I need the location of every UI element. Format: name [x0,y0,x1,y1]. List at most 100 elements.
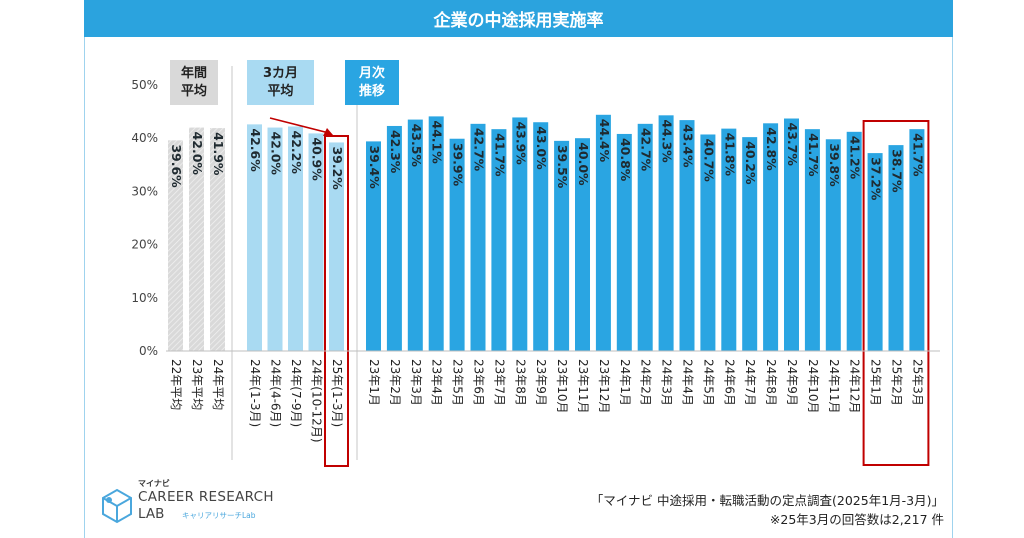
bar [742,137,758,351]
logo-subtext: キャリアリサーチLab [182,511,256,520]
bar [784,118,799,352]
x-tick-label: 23年5月 [451,359,465,406]
x-tick-label: 24年8月 [764,359,778,406]
data-label: 40.7% [701,138,716,182]
chart-title: 企業の中途採用実施率 [84,0,953,37]
x-tick-label: 23年12月 [597,359,611,414]
x-tick-label: 24年2月 [639,359,653,406]
bar [386,125,402,352]
data-label: 39.9% [451,143,466,187]
group-header-label: 平均 [181,83,207,99]
x-tick-label: 23年3月 [409,359,423,406]
highlight-box [862,120,930,466]
x-tick-label: 24年平均 [211,359,225,410]
data-label: 41.9% [211,132,226,176]
x-tick-label: 24年11月 [827,359,841,414]
x-tick-label: 23年6月 [472,359,486,406]
data-label: 42.0% [190,132,205,176]
y-tick-label: 40% [131,131,158,145]
data-label: 44.3% [660,119,675,163]
data-label: 39.6% [169,144,184,188]
bar [616,133,632,351]
bar [470,123,486,351]
bar [247,124,262,351]
y-tick-label: 30% [131,184,158,198]
x-tick-label: 24年1月 [618,359,632,406]
bar [804,129,820,351]
bar [867,153,883,351]
bar [288,126,303,351]
x-tick-label: 23年平均 [190,359,204,410]
data-label: 39.5% [555,145,570,189]
data-label: 42.6% [248,128,263,172]
x-tick-label: 24年10月 [806,359,820,414]
bar [449,138,465,351]
x-tick-label: 24年(10-12月) [310,359,324,443]
bar [491,129,507,351]
x-tick-label: 23年7月 [492,359,506,406]
x-tick-label: 24年(7-9月) [289,359,303,427]
data-label: 40.9% [310,137,325,181]
x-tick-label: 23年8月 [513,359,527,406]
group-header-label: 年間 [181,65,207,81]
group-header-box [345,60,399,105]
bar [428,116,444,351]
group-header-label: 3カ月 [263,66,298,81]
bar [533,122,549,352]
bar [366,141,381,351]
data-label: 41.7% [806,133,821,177]
x-tick-label: 24年(4-6月) [269,359,283,427]
data-label: 42.7% [639,128,654,172]
bar [846,131,862,351]
x-tick-label: 23年4月 [430,359,444,406]
x-tick-label: 24年(1-3月) [248,359,262,427]
logo-text-line1: CAREER RESEARCH [138,489,274,505]
bar [888,145,904,351]
x-tick-label: 25年1月 [869,359,883,406]
data-label: 41.7% [492,133,507,177]
y-tick-label: 20% [131,238,158,252]
group-header-box [170,60,218,105]
data-label: 42.2% [289,130,304,174]
bar [554,140,570,351]
data-label: 40.0% [576,142,591,186]
x-tick-label: 24年12月 [848,359,862,414]
bar [700,134,716,351]
bar [909,129,925,351]
data-label: 41.2% [848,136,863,180]
bar [407,119,423,351]
x-tick-label: 23年10月 [555,359,569,414]
x-tick-label: 23年2月 [388,359,402,406]
bar [825,139,841,351]
bar [595,114,611,352]
bar [267,127,283,351]
x-tick-label: 25年(1-3月) [330,359,344,427]
data-label: 43.0% [534,126,549,170]
x-tick-label: 23年11月 [576,359,590,414]
bar [658,115,674,351]
footer-source: 「マイナビ 中途採用・転職活動の定点調査(2025年1月-3月)」 ※25年3月… [591,491,944,529]
data-label: 41.8% [722,133,737,177]
source-text: 「マイナビ 中途採用・転職活動の定点調査(2025年1月-3月)」 [590,493,944,508]
data-label: 43.4% [681,124,696,168]
bar [168,140,183,351]
arrow-head-icon [323,128,333,136]
y-tick-label: 10% [131,291,158,305]
bar [763,123,779,351]
data-label: 40.2% [743,141,758,185]
x-tick-label: 24年9月 [785,359,799,406]
data-label: 38.7% [890,149,905,193]
x-tick-label: 24年7月 [743,359,757,406]
data-label: 44.1% [430,120,445,164]
x-tick-label: 24年3月 [660,359,674,406]
logo: マイナビ CAREER RESEARCH LAB キャリアリサーチLab [100,478,300,528]
x-tick-label: 24年4月 [681,359,695,406]
logo-text-line2: LAB [138,506,165,522]
data-label: 39.2% [330,146,345,190]
x-tick-label: 24年6月 [722,359,736,406]
data-label: 37.2% [869,157,884,201]
bar [512,117,528,352]
bar [308,133,324,351]
data-label: 40.8% [618,138,633,182]
bar [189,127,204,351]
